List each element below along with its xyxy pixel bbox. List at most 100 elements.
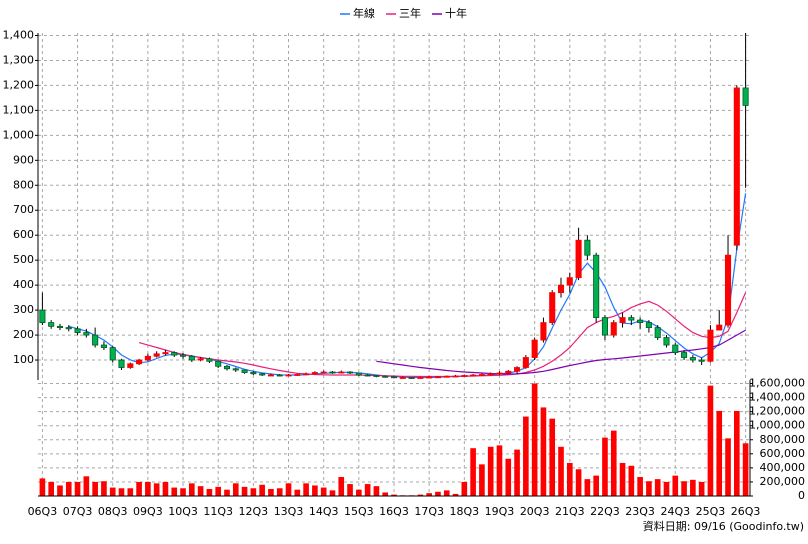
x-tick-label: 15Q3 [344, 505, 374, 518]
volume-bar [487, 446, 494, 496]
candle-body [478, 374, 485, 376]
candle-body [144, 355, 151, 361]
candle-body [285, 374, 292, 377]
x-tick-label: 06Q3 [28, 505, 58, 518]
candle-body [681, 352, 688, 358]
candle-body [338, 371, 345, 374]
candle-body [171, 352, 178, 356]
candle-body [48, 322, 55, 327]
volume-bar [514, 449, 520, 496]
y2-tick-label: 800,000 [760, 433, 806, 446]
candle-body [294, 374, 301, 376]
volume-bar [716, 410, 723, 496]
x-tick-label: 19Q3 [485, 505, 515, 518]
candle-body [742, 87, 749, 106]
footer: 資料日期: 09/16 (Goodinfo.tw) [643, 519, 804, 533]
x-tick-label: 14Q3 [309, 505, 339, 518]
candle-body [215, 360, 222, 367]
volume-bar [232, 483, 239, 496]
volume-bar [329, 490, 336, 496]
y-tick-label: 800 [13, 178, 34, 191]
volume-bar [461, 481, 468, 496]
candle-body [259, 373, 266, 376]
volume-bar [426, 493, 432, 496]
x-tick-label: 20Q3 [520, 505, 550, 518]
volume-panel [39, 383, 749, 496]
volume-bar [162, 481, 169, 496]
candle-body [197, 358, 204, 361]
volume-bar [470, 448, 476, 496]
volume-bar [356, 489, 362, 496]
volume-bar [593, 475, 599, 496]
candle-body [83, 332, 90, 336]
volume-bar [707, 385, 714, 496]
candle-body [654, 327, 661, 338]
y2-tick-label: 1,000,000 [749, 419, 805, 432]
volume-bar [294, 489, 301, 496]
volume-bar [725, 438, 731, 496]
x-tick-label: 22Q3 [590, 505, 620, 518]
volume-bar [452, 493, 459, 496]
candle-body [136, 359, 143, 365]
candle-body [566, 277, 573, 286]
candle-body [610, 322, 617, 336]
candle-body [382, 375, 389, 378]
candle-body [355, 372, 362, 376]
candle-body [311, 372, 318, 375]
candle-body [347, 371, 354, 374]
volume-bar [189, 483, 195, 496]
x-tick-label: 10Q3 [168, 505, 198, 518]
candle-body [408, 377, 415, 379]
candle-body [56, 325, 64, 328]
y-tick-label: 1,300 [3, 53, 35, 66]
candle-body [179, 354, 187, 357]
axes: 100 200 300 400 500 600 700 800 900 1,000 1,100 1,2… [3, 28, 806, 518]
volume-bar [584, 479, 591, 496]
candle-body [487, 373, 494, 376]
volume-bar [338, 477, 345, 496]
volume-bar [540, 407, 547, 496]
volume-bar [101, 481, 107, 496]
candle-body [92, 334, 99, 346]
x-tick-label: 23Q3 [625, 505, 655, 518]
candle-body [206, 358, 213, 362]
volume-bar [619, 462, 626, 496]
y-tick-label: 500 [13, 253, 34, 266]
x-tick-label: 13Q3 [274, 505, 304, 518]
candle-body [724, 254, 732, 326]
y2-tick-label: 400,000 [760, 461, 806, 474]
volume-bar [74, 481, 81, 496]
candle-body [601, 317, 609, 336]
y-tick-label: 600 [13, 228, 34, 241]
volume-bar [628, 465, 635, 496]
volume-bar [364, 484, 371, 496]
volume-bar [698, 481, 705, 496]
ma-line [138, 292, 747, 378]
candle-body [514, 367, 521, 372]
candle-body [733, 87, 740, 246]
candle-body [522, 357, 529, 368]
volume-bar [206, 488, 213, 496]
volume-bar [417, 494, 424, 496]
volume-bar [549, 418, 556, 496]
y2-tick-label: 1,600,000 [749, 377, 805, 390]
candle-body [672, 344, 679, 353]
x-tick-label: 16Q3 [379, 505, 409, 518]
x-tick-label: 24Q3 [660, 505, 690, 518]
candle-body [250, 372, 257, 375]
y2-tick-label: 1,200,000 [749, 405, 805, 418]
volume-bar [320, 487, 327, 496]
volume-bar [531, 383, 538, 496]
y2-tick-label: 1,400,000 [749, 391, 805, 404]
volume-bar [241, 486, 248, 496]
volume-bar [312, 485, 318, 496]
x-tick-label: 12Q3 [239, 505, 269, 518]
candle-body [470, 374, 477, 377]
legend-label: 三年 [399, 6, 421, 20]
candle-body [575, 239, 582, 279]
volume-bar [197, 486, 204, 496]
candle-body [74, 328, 81, 333]
volume-bar [83, 476, 90, 496]
candle-body [637, 319, 644, 323]
